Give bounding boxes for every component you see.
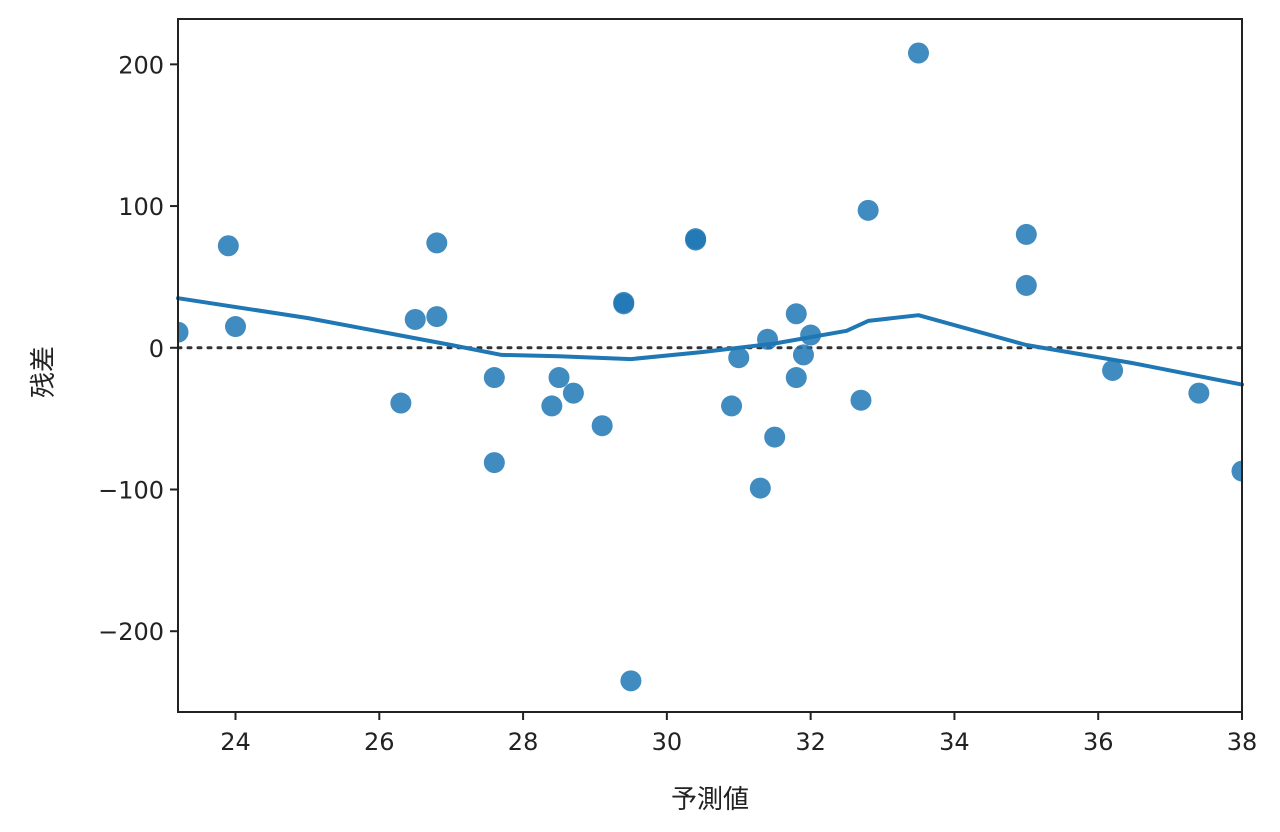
data-point	[562, 382, 584, 404]
data-point	[757, 328, 779, 350]
y-tick-label: −200	[98, 618, 164, 646]
data-point	[483, 452, 505, 474]
data-point	[728, 347, 750, 369]
data-point	[1102, 359, 1124, 381]
y-tick-label: 200	[118, 51, 164, 79]
data-point	[591, 415, 613, 437]
x-tick-label: 24	[220, 728, 251, 756]
data-point	[426, 232, 448, 254]
data-point	[178, 321, 189, 343]
x-tick-label: 28	[508, 728, 539, 756]
data-point	[721, 395, 743, 417]
data-point	[685, 228, 707, 250]
data-point	[792, 344, 814, 366]
x-tick-label: 26	[364, 728, 395, 756]
data-point	[613, 291, 635, 313]
data-point	[217, 235, 239, 257]
plot-frame	[177, 18, 1243, 713]
x-tick-label: 36	[1083, 728, 1114, 756]
lowess-line-layer	[176, 296, 1244, 387]
data-point	[907, 42, 929, 64]
data-point	[857, 199, 879, 221]
data-point	[541, 395, 563, 417]
y-tick-label: −100	[98, 477, 164, 505]
data-point	[390, 392, 412, 414]
lowess-line	[176, 296, 1244, 387]
data-point	[785, 367, 807, 389]
y-tick-label: 0	[149, 335, 164, 363]
x-tick-label: 34	[939, 728, 970, 756]
data-point	[483, 367, 505, 389]
scatter-points-layer	[178, 42, 1242, 692]
data-point	[548, 367, 570, 389]
data-point	[225, 316, 247, 338]
data-point	[764, 426, 786, 448]
data-point	[426, 306, 448, 328]
y-tick-label: 100	[118, 193, 164, 221]
data-point	[749, 477, 771, 499]
data-point	[800, 324, 822, 346]
data-point	[850, 389, 872, 411]
x-axis-label: 予測値	[671, 785, 749, 815]
x-tick-label: 30	[652, 728, 683, 756]
data-point	[620, 670, 642, 692]
data-point	[404, 308, 426, 330]
data-point	[1231, 460, 1242, 482]
data-point	[1188, 382, 1210, 404]
data-point	[785, 303, 807, 325]
data-point	[1015, 223, 1037, 245]
y-axis-label: 残差	[29, 346, 59, 398]
x-axis-ticks: 24 26 28 30 32 34 36 38	[220, 712, 1257, 756]
x-tick-label: 32	[795, 728, 826, 756]
x-tick-label: 38	[1227, 728, 1258, 756]
data-point	[1015, 274, 1037, 296]
y-axis-ticks: −200 −100 0 100 200	[98, 51, 178, 646]
